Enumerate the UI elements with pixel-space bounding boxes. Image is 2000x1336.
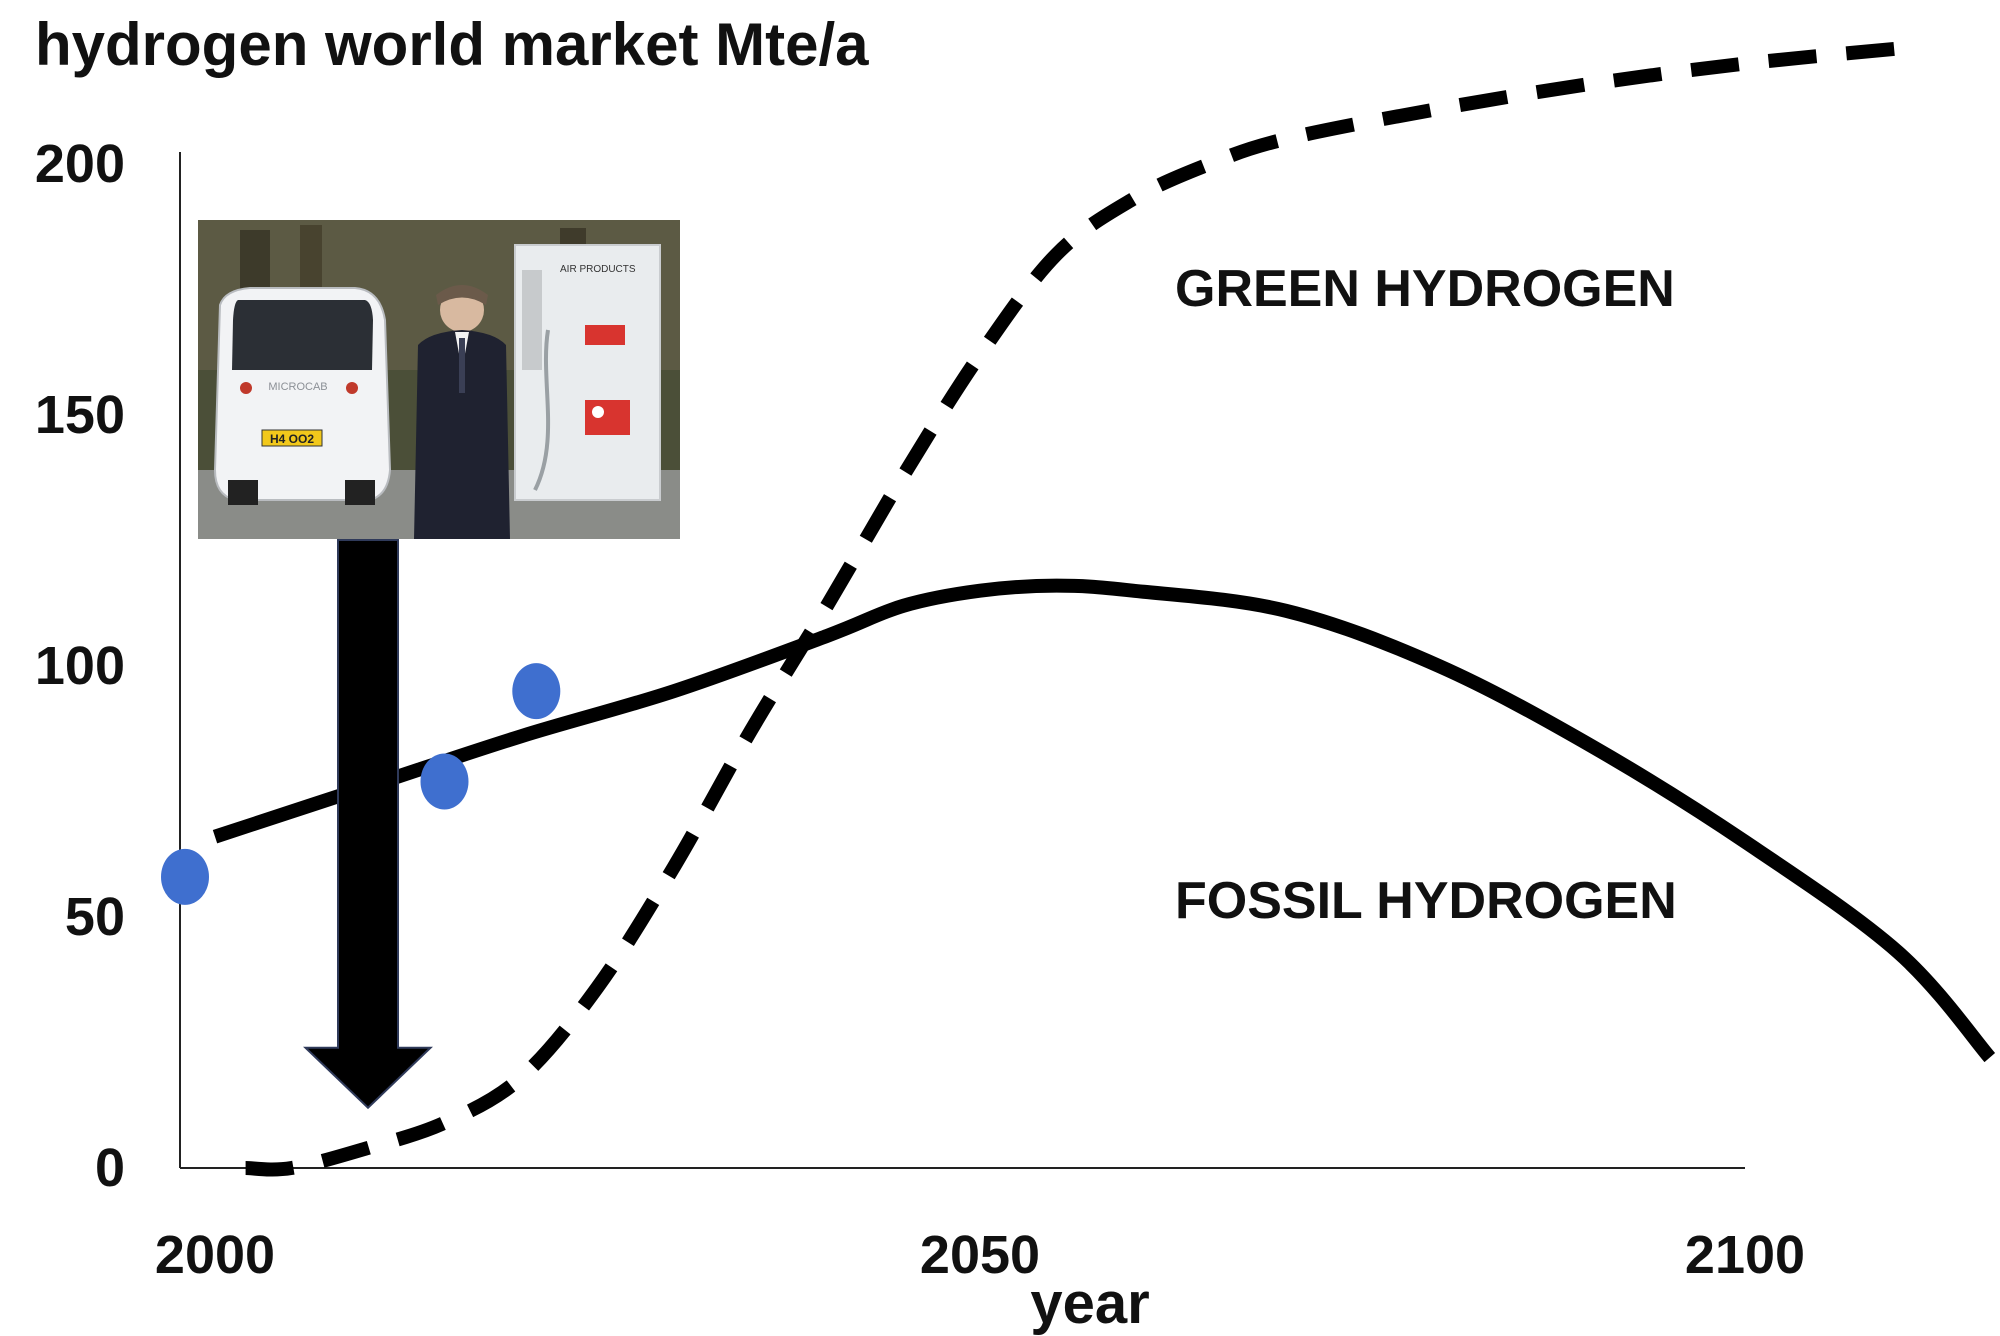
x-axis-label: year bbox=[1030, 1271, 1149, 1336]
y-tick-label: 200 bbox=[35, 134, 125, 194]
series-line-green-hydrogen bbox=[245, 41, 1899, 1177]
chart-title: hydrogen world market Mte/a bbox=[35, 11, 869, 78]
license-plate-text: H4 OO2 bbox=[270, 432, 314, 446]
fossil-hydrogen-label: FOSSIL HYDROGEN bbox=[1175, 872, 1677, 930]
y-tick-label: 150 bbox=[35, 385, 125, 445]
data-point bbox=[161, 848, 209, 905]
series-layer bbox=[212, 41, 1996, 1177]
data-point bbox=[420, 753, 469, 810]
pump-brand: AIR PRODUCTS bbox=[560, 264, 636, 275]
data-point bbox=[512, 663, 561, 720]
fuel-cell-car-photo: AIR PRODUCTS H4 OO2 MICROCAB bbox=[198, 220, 680, 539]
data-points bbox=[161, 663, 561, 905]
x-tick-label: 2100 bbox=[1685, 1225, 1805, 1285]
y-tick-labels: 0 50 100 150 200 bbox=[35, 134, 125, 1198]
green-hydrogen-label: GREEN HYDROGEN bbox=[1175, 260, 1675, 318]
person-suit bbox=[414, 330, 510, 539]
y-tick-label: 100 bbox=[35, 636, 125, 696]
y-tick-label: 50 bbox=[65, 887, 125, 947]
arrow-shape bbox=[303, 539, 433, 1110]
x-tick-label: 2050 bbox=[920, 1225, 1040, 1285]
car-brand: MICROCAB bbox=[268, 381, 327, 393]
x-tick-label: 2000 bbox=[155, 1225, 275, 1285]
series-line-fossil-hydrogen bbox=[212, 578, 1996, 1063]
x-tick-labels: 2000 2050 2100 bbox=[155, 1225, 1805, 1285]
license-plate bbox=[261, 429, 323, 447]
y-tick-label: 0 bbox=[95, 1138, 125, 1198]
down-arrow bbox=[303, 539, 433, 1110]
